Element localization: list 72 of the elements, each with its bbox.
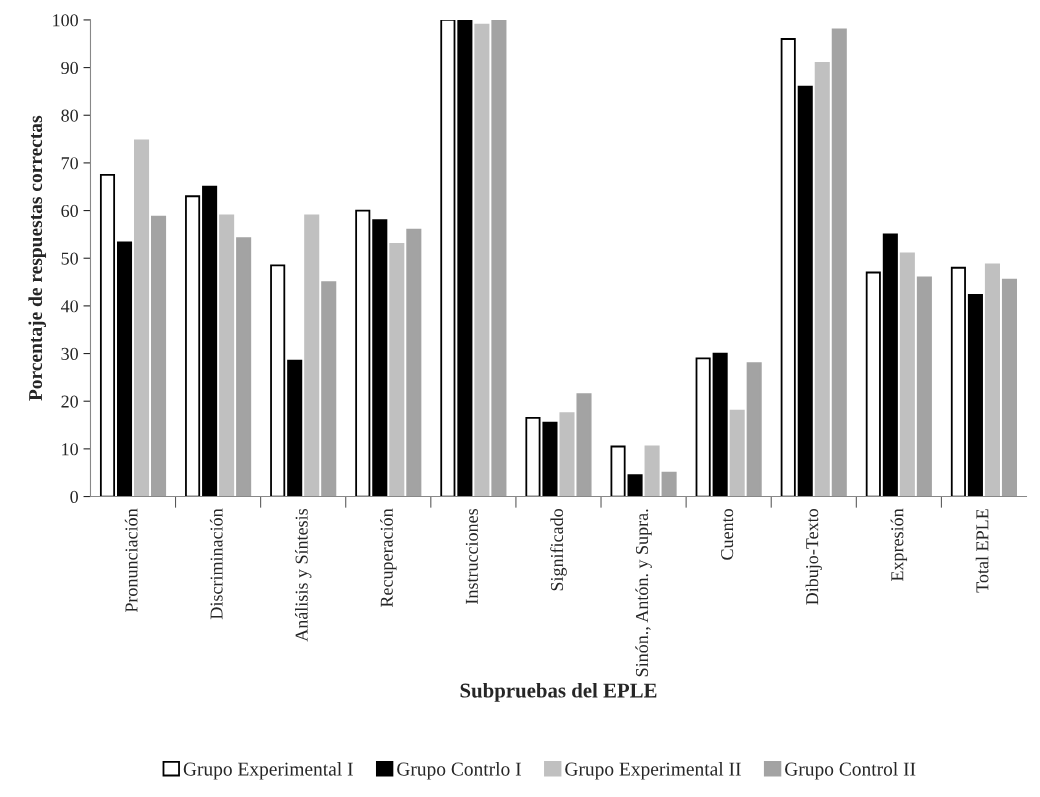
y-tick-label: 80 — [61, 109, 78, 122]
bar — [729, 409, 745, 497]
bar — [644, 445, 660, 497]
x-tick-label: Recuperación — [380, 508, 397, 608]
x-tick-label: Análisis y Síntesis — [294, 508, 312, 642]
x-tick-label: Discriminación — [209, 508, 223, 620]
bar — [185, 195, 201, 497]
y-tick-label: 90 — [61, 61, 78, 75]
y-tick-label: 0 — [70, 490, 78, 503]
bar — [916, 276, 932, 497]
y-tick-label: 70 — [61, 157, 78, 170]
bar — [610, 445, 626, 497]
bar — [542, 421, 558, 497]
bar — [270, 264, 286, 497]
y-tick-label: 40 — [60, 300, 78, 313]
bar — [474, 23, 490, 497]
bar — [712, 352, 728, 497]
x-tick-label: Sinón., Antón. y Supra. — [635, 509, 652, 677]
bar — [780, 38, 796, 497]
bar — [899, 252, 915, 497]
bar — [133, 139, 150, 497]
bar — [746, 362, 762, 497]
bar — [406, 228, 422, 497]
bar — [695, 357, 711, 497]
legend-label: Grupo Contrlo I — [397, 761, 521, 780]
bar — [457, 19, 473, 497]
bar — [116, 241, 133, 497]
bar — [321, 281, 337, 497]
bar — [1001, 278, 1018, 497]
bar — [304, 214, 320, 497]
bar — [525, 416, 541, 497]
y-tick-label: 20 — [61, 395, 78, 408]
bar — [99, 173, 116, 497]
bar — [967, 294, 983, 497]
x-tick-label: Dibujo-Texto — [805, 509, 822, 605]
bar — [287, 359, 303, 497]
bar — [219, 214, 235, 497]
y-tick-label: 10 — [62, 443, 78, 456]
x-tick-label: Pronunciación — [124, 508, 138, 613]
bar — [440, 19, 456, 497]
bar — [355, 209, 371, 497]
bar — [389, 243, 405, 497]
bar — [814, 61, 830, 497]
bar — [831, 28, 847, 497]
bar — [236, 237, 252, 497]
x-tick-label: Expresión — [890, 508, 908, 582]
legend-label: Grupo Experimental II — [565, 761, 741, 780]
bar — [865, 271, 881, 497]
y-tick-label: 100 — [53, 14, 78, 27]
bar — [576, 393, 592, 497]
bar — [202, 185, 218, 497]
bar — [627, 474, 643, 497]
bar — [950, 266, 966, 497]
bar — [984, 263, 1000, 497]
bar — [491, 19, 507, 497]
y-tick-label: 60 — [61, 204, 78, 218]
y-tick-label: 50 — [61, 252, 78, 265]
legend-label: Grupo Experimental I — [183, 761, 353, 780]
y-tick-label: 30 — [61, 347, 78, 360]
x-tick-label: Total EPLE — [975, 509, 989, 593]
x-tick-label: Significado — [550, 509, 567, 591]
x-axis-title: Subpruebas del EPLE — [460, 682, 657, 702]
y-axis-title: Porcentaje de respuestas correctas — [28, 115, 47, 401]
bar — [151, 215, 167, 497]
legend-label: Grupo Control II — [785, 761, 916, 780]
x-tick-label: Instrucciones — [465, 508, 478, 604]
bar — [372, 219, 388, 497]
bar — [661, 471, 677, 497]
bar — [559, 412, 575, 497]
x-tick-label: Cuento — [721, 509, 734, 560]
bar — [797, 85, 813, 497]
bar — [882, 233, 898, 497]
